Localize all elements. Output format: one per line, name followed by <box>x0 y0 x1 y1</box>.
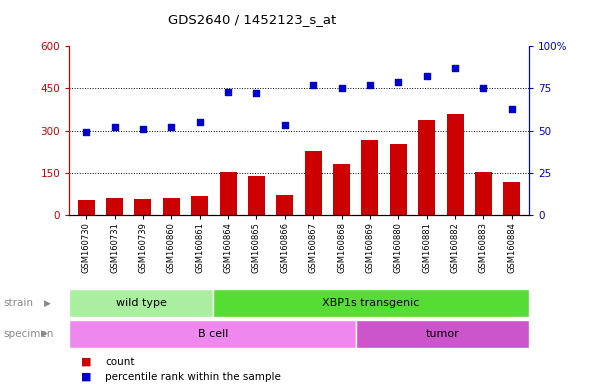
Point <box>138 126 148 132</box>
Point <box>280 122 290 129</box>
Bar <box>106 198 123 215</box>
Point <box>252 90 261 96</box>
Bar <box>276 195 293 215</box>
Bar <box>447 114 463 215</box>
Bar <box>78 200 95 215</box>
Bar <box>69 289 213 317</box>
Point <box>507 106 517 112</box>
Bar <box>135 199 151 215</box>
Text: specimen: specimen <box>3 329 53 339</box>
Bar <box>418 120 435 215</box>
Bar <box>305 151 322 215</box>
Point <box>81 129 91 135</box>
Bar <box>390 144 407 215</box>
Text: GDS2640 / 1452123_s_at: GDS2640 / 1452123_s_at <box>168 13 337 26</box>
Bar <box>219 172 237 215</box>
Point <box>195 119 204 125</box>
Text: ■: ■ <box>81 372 91 382</box>
Point <box>308 82 318 88</box>
Point <box>337 85 346 91</box>
Text: tumor: tumor <box>426 329 460 339</box>
Text: wild type: wild type <box>115 298 166 308</box>
Point <box>422 73 432 79</box>
Text: strain: strain <box>3 298 33 308</box>
Point <box>478 85 488 91</box>
Point <box>223 89 233 95</box>
Point <box>365 82 375 88</box>
Point <box>110 124 120 130</box>
Bar <box>248 176 265 215</box>
Text: percentile rank within the sample: percentile rank within the sample <box>105 372 281 382</box>
Text: count: count <box>105 357 135 367</box>
Bar <box>69 320 356 348</box>
Point <box>394 78 403 84</box>
Bar <box>504 182 520 215</box>
Text: ■: ■ <box>81 357 91 367</box>
Bar <box>333 164 350 215</box>
Text: ▶: ▶ <box>41 329 47 338</box>
Bar <box>163 198 180 215</box>
Bar <box>356 320 529 348</box>
Point <box>166 124 176 130</box>
Point <box>450 65 460 71</box>
Text: B cell: B cell <box>198 329 228 339</box>
Text: ▶: ▶ <box>44 298 50 308</box>
Bar <box>191 196 208 215</box>
Text: XBP1s transgenic: XBP1s transgenic <box>322 298 419 308</box>
Bar <box>361 139 379 215</box>
Bar <box>213 289 529 317</box>
Bar <box>475 172 492 215</box>
